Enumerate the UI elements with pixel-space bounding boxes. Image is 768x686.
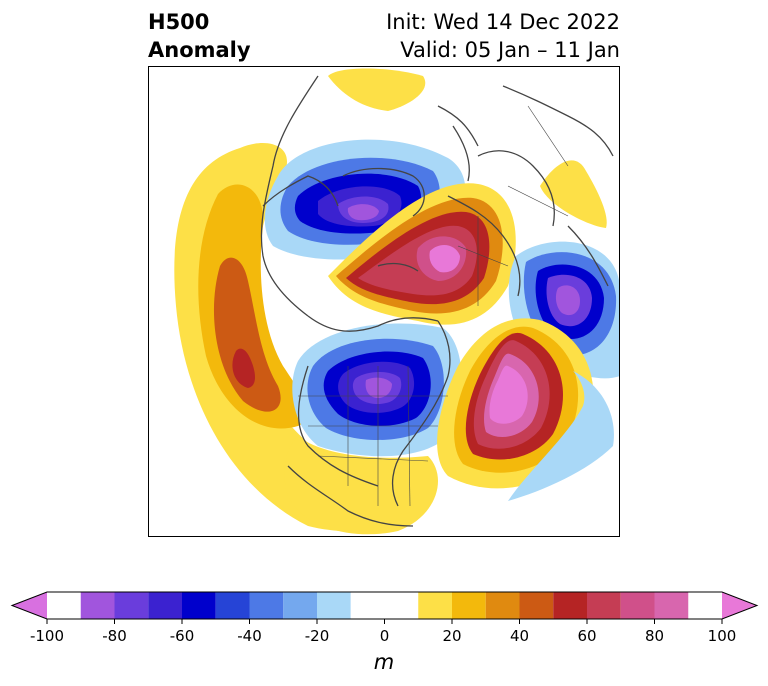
atlantic-trough-tail: [508, 371, 614, 501]
colorbar-swatch: [587, 592, 621, 619]
colorbar-tick-label: -100: [29, 627, 65, 645]
colorbar-tick-label: 100: [707, 627, 737, 645]
colorbar-tick-label: -80: [102, 627, 127, 645]
map-dates: Init: Wed 14 Dec 2022 Valid: 05 Jan – 11…: [386, 8, 620, 64]
colorbar: [10, 591, 759, 624]
colorbar-swatch: [350, 592, 419, 619]
map-title: H500 Anomaly: [148, 8, 251, 64]
init-date: Init: Wed 14 Dec 2022: [386, 10, 620, 34]
colorbar-tick-label: -60: [169, 627, 195, 645]
us-ridge: [284, 436, 438, 535]
colorbar-tick-label: -40: [237, 627, 262, 645]
siberia-ridge: [328, 183, 516, 325]
colorbar-swatch: [620, 592, 655, 619]
eastern-us-trough: [292, 323, 462, 457]
colorbar-tick-label: 40: [509, 627, 530, 645]
colorbar-swatch: [553, 592, 587, 619]
atlantic-ridge: [437, 318, 594, 489]
colorbar-tick-label: 80: [644, 627, 665, 645]
title-variable: H500: [148, 10, 210, 34]
colorbar-tick-label: -20: [304, 627, 330, 645]
colorbar-extend-max: [722, 592, 757, 619]
colorbar-tick-label: 20: [442, 627, 462, 645]
coastlines: [260, 75, 614, 527]
colorbar-swatch: [418, 592, 452, 619]
colorbar-tick-label: 60: [577, 627, 597, 645]
colorbar-tick-label: 0: [379, 627, 390, 645]
colorbar-swatch: [215, 592, 250, 619]
asia-ridge: [540, 160, 607, 228]
colorbar-swatch: [283, 592, 317, 619]
pacific-ridge: [174, 143, 397, 532]
anomaly-map: [148, 66, 620, 537]
colorbar-swatch: [182, 592, 216, 619]
colorbar-swatch: [114, 592, 149, 619]
colorbar-swatch: [452, 592, 486, 619]
colorbar-swatch: [148, 592, 182, 619]
colorbar-swatch: [485, 592, 520, 619]
colorbar-swatch: [249, 592, 284, 619]
arctic-ridge: [328, 68, 426, 111]
valid-range: Valid: 05 Jan – 11 Jan: [400, 38, 620, 62]
colorbar-swatch: [654, 592, 689, 619]
colorbar-swatch: [519, 592, 554, 619]
colorbar-extend-min: [12, 592, 47, 619]
title-field: Anomaly: [148, 38, 251, 62]
borders: [298, 105, 569, 507]
colorbar-unit: m: [373, 650, 395, 674]
colorbar-swatch: [317, 592, 351, 619]
colorbar-swatch: [80, 592, 115, 619]
